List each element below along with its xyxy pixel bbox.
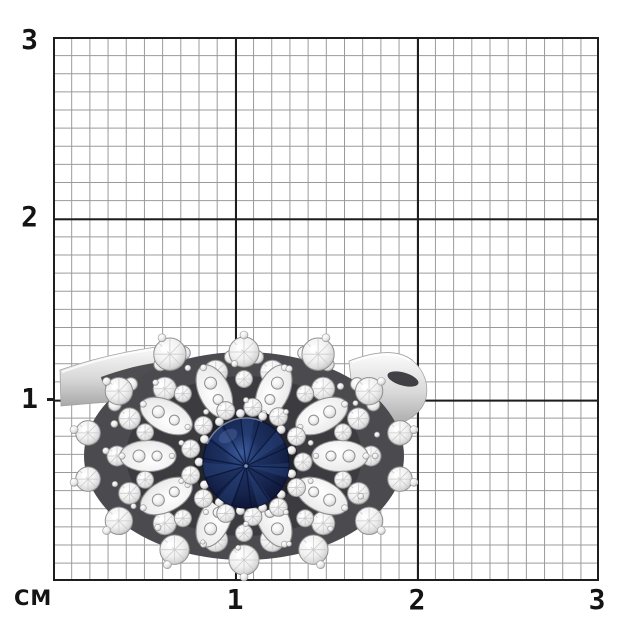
y-axis-label-2: 2 — [21, 200, 38, 233]
measurement-grid — [53, 37, 599, 581]
y-axis-tick-1 — [47, 398, 54, 401]
unit-label: СМ — [14, 586, 53, 610]
y-axis-label-3: 3 — [21, 23, 38, 56]
y-axis-label-1: 1 — [21, 382, 38, 415]
x-axis-label-2: 2 — [408, 583, 426, 616]
x-axis-label-1: 1 — [226, 583, 244, 616]
x-axis-label-3: 3 — [588, 583, 606, 616]
